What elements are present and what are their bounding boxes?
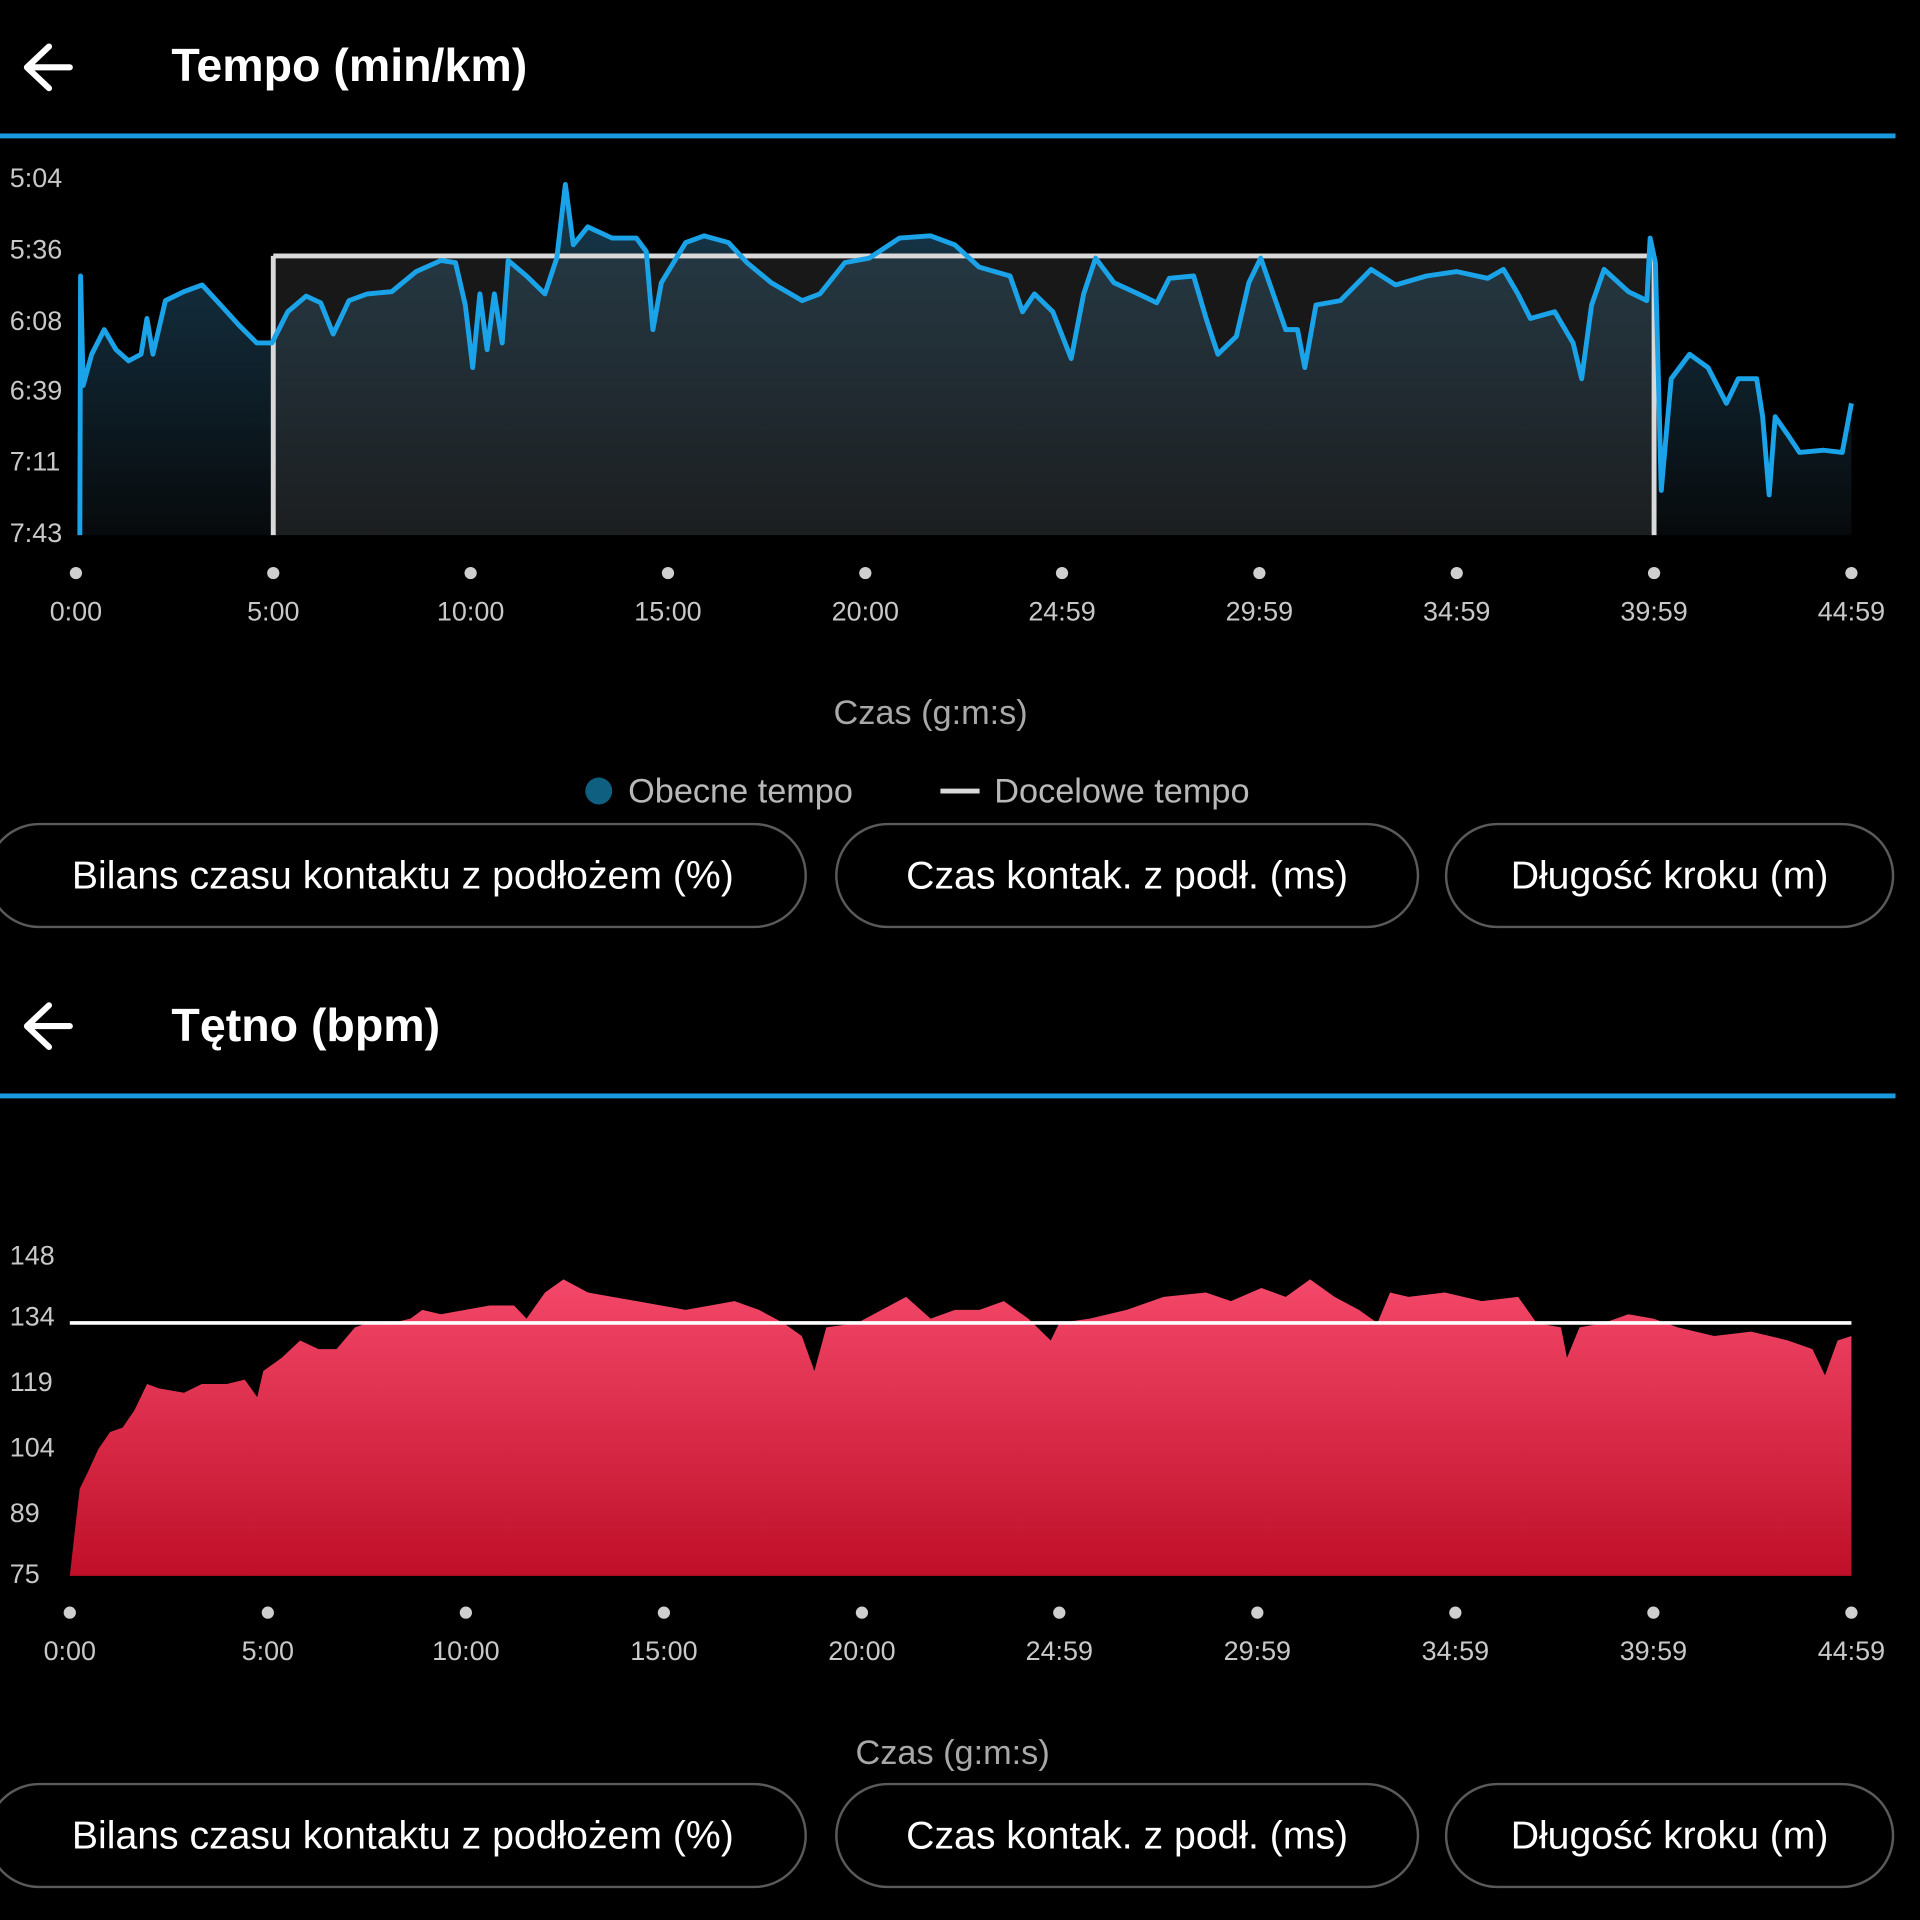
x-tick-label: 34:59	[1423, 597, 1490, 627]
x-tick-dot	[459, 1606, 472, 1619]
x-tick-label: 44:59	[1818, 1636, 1885, 1666]
pace-line	[77, 181, 1854, 536]
metric-button[interactable]: Bilans czasu kontaktu z podłożem (%)	[0, 1782, 807, 1889]
back-button[interactable]	[23, 43, 73, 92]
chart-title: Tętno (bpm)	[171, 999, 440, 1051]
y-tick-label: 104	[10, 1433, 55, 1463]
x-tick-label: 24:59	[1028, 597, 1095, 627]
x-tick-dot	[1449, 1606, 1462, 1619]
y-tick-label: 7:11	[10, 447, 60, 477]
x-tick-label: 10:00	[437, 597, 504, 627]
y-tick-label: 89	[10, 1498, 40, 1528]
x-tick-dot	[1647, 566, 1661, 580]
x-tick-label: 20:00	[828, 1636, 895, 1666]
button-outline[interactable]	[0, 1782, 807, 1889]
x-tick-label: 44:59	[1818, 597, 1885, 627]
x-tick-dot	[859, 566, 872, 580]
metric-button[interactable]: Czas kontak. z podł. (ms)	[835, 1782, 1420, 1889]
metric-button[interactable]: Czas kontak. z podł. (ms)	[835, 822, 1420, 929]
button-outline[interactable]	[1444, 822, 1895, 929]
back-arrow[interactable]	[23, 1002, 73, 1050]
x-tick-label: 15:00	[634, 597, 701, 627]
x-tick-dot	[661, 566, 675, 580]
back-arrow[interactable]	[23, 43, 73, 92]
x-axis-label: Czas (g:m:s)	[856, 1734, 1050, 1772]
y-tick-label: 6:08	[10, 306, 62, 336]
y-tick-label: 6:39	[10, 375, 62, 405]
legend-label: Docelowe tempo	[994, 773, 1249, 811]
x-axis-label: Czas (g:m:s)	[834, 694, 1028, 732]
x-tick-dot	[464, 566, 477, 580]
x-tick-dot	[1845, 1606, 1858, 1619]
button-outline[interactable]	[835, 1782, 1420, 1889]
x-tick-label: 15:00	[630, 1636, 697, 1666]
x-tick-dot	[1055, 566, 1069, 580]
x-tick-label: 10:00	[432, 1636, 499, 1666]
button-label[interactable]: Długość kroku (m)	[1511, 854, 1829, 897]
x-tick-label: 29:59	[1226, 597, 1293, 627]
y-tick-label: 148	[10, 1241, 55, 1271]
button-outline[interactable]	[1444, 1782, 1895, 1889]
y-tick-label: 134	[10, 1302, 55, 1332]
x-tick-dot	[1253, 566, 1266, 580]
x-tick-dot	[63, 1606, 76, 1619]
x-tick-dot	[1053, 1606, 1066, 1619]
header-rule	[0, 1093, 1896, 1099]
header-rule	[0, 133, 1896, 139]
x-tick-dot	[267, 566, 280, 580]
y-tick-label: 5:36	[10, 235, 62, 265]
x-tick-label: 5:00	[247, 597, 299, 627]
x-tick-label: 39:59	[1620, 1636, 1687, 1666]
x-tick-dot	[855, 1606, 869, 1619]
x-tick-dot	[261, 1606, 274, 1619]
hr-area	[69, 1279, 1852, 1576]
x-tick-dot	[657, 1606, 671, 1619]
x-tick-label: 0:00	[50, 597, 102, 627]
back-button[interactable]	[23, 1002, 73, 1050]
button-outline[interactable]	[835, 822, 1420, 929]
button-label[interactable]: Bilans czasu kontaktu z podłożem (%)	[72, 854, 734, 897]
x-tick-label: 20:00	[832, 597, 899, 627]
y-tick-label: 5:04	[10, 163, 62, 193]
legend-marker	[585, 777, 613, 805]
button-label[interactable]: Długość kroku (m)	[1511, 1814, 1829, 1857]
x-tick-label: 34:59	[1422, 1636, 1489, 1666]
legend-label: Obecne tempo	[628, 773, 853, 811]
y-tick-label: 75	[10, 1559, 40, 1589]
y-tick-label: 7:43	[10, 518, 62, 548]
x-tick-dot	[1647, 1606, 1660, 1619]
area-fill	[79, 184, 1852, 536]
button-outline[interactable]	[0, 822, 807, 929]
button-label[interactable]: Czas kontak. z podł. (ms)	[906, 854, 1348, 897]
x-tick-dot	[1450, 566, 1463, 580]
x-tick-label: 5:00	[242, 1636, 294, 1666]
x-tick-dot	[69, 566, 83, 580]
x-tick-label: 24:59	[1026, 1636, 1093, 1666]
y-tick-label: 119	[10, 1367, 53, 1397]
metric-button[interactable]: Bilans czasu kontaktu z podłożem (%)	[0, 822, 807, 929]
metric-button[interactable]: Długość kroku (m)	[1444, 822, 1895, 929]
x-tick-dot	[1845, 566, 1858, 580]
button-label[interactable]: Czas kontak. z podł. (ms)	[906, 1814, 1348, 1857]
button-label[interactable]: Bilans czasu kontaktu z podłożem (%)	[72, 1814, 734, 1857]
x-tick-label: 39:59	[1620, 597, 1687, 627]
chart-title: Tempo (min/km)	[171, 39, 527, 91]
x-tick-dot	[1251, 1606, 1264, 1619]
metric-button[interactable]: Długość kroku (m)	[1444, 1782, 1895, 1889]
x-tick-label: 0:00	[44, 1636, 96, 1666]
x-tick-label: 29:59	[1224, 1636, 1291, 1666]
